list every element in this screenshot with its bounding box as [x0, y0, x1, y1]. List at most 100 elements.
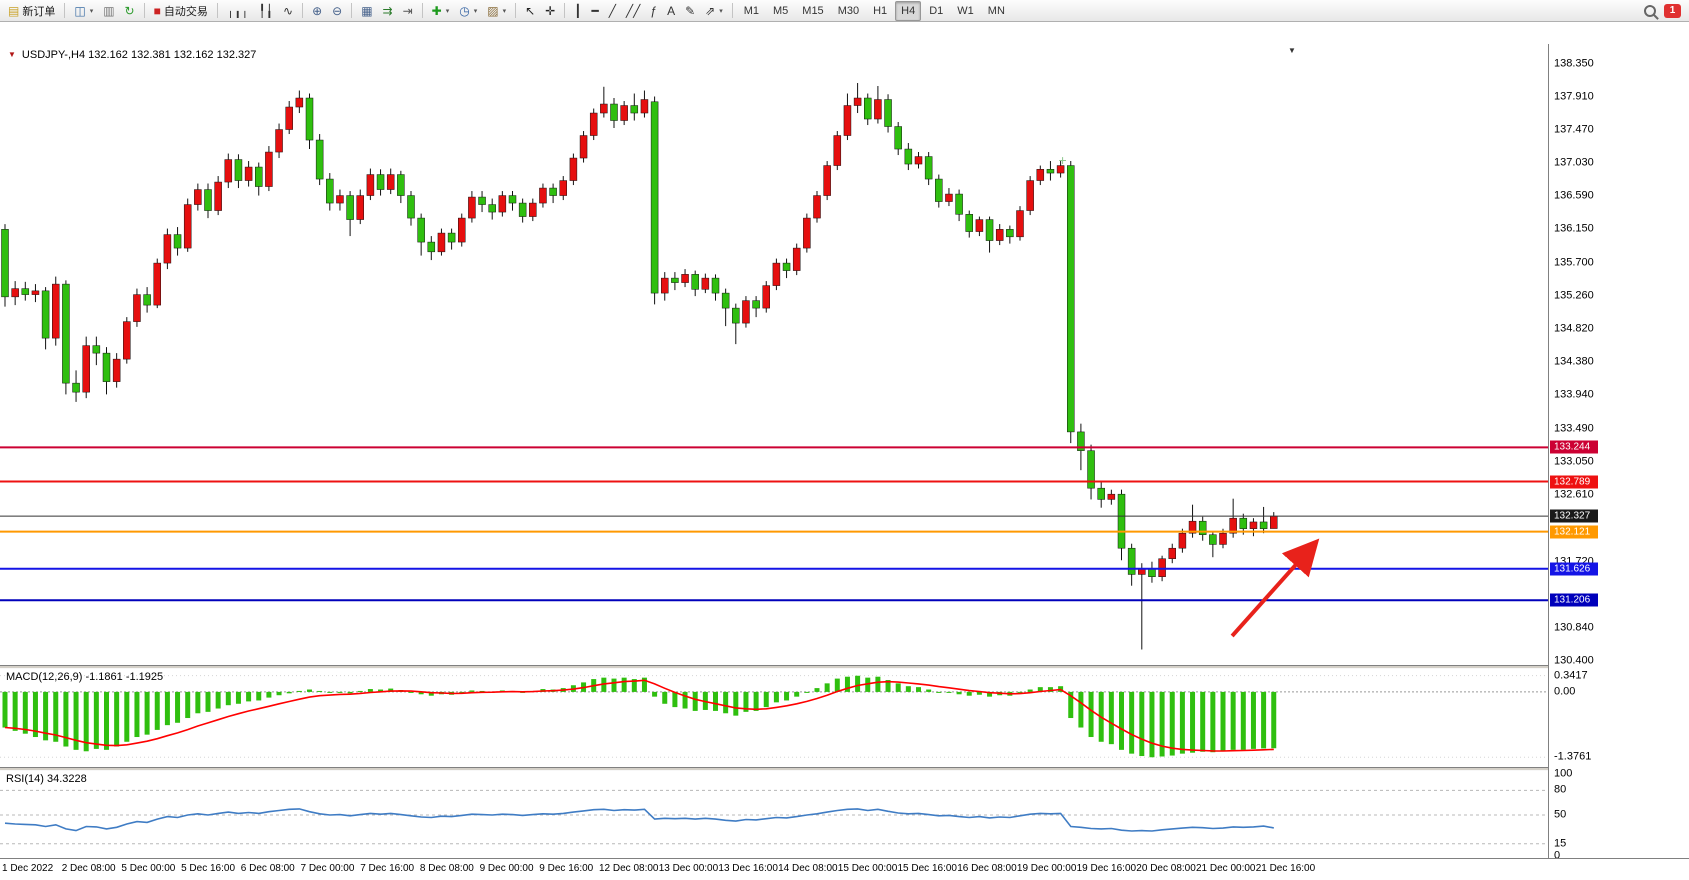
- horizontal-line-button[interactable]: ━: [587, 1, 602, 21]
- new-order-button[interactable]: ▤ 新订单: [4, 1, 59, 21]
- macd-bar: [1088, 691, 1094, 738]
- time-axis-label: 7 Dec 00:00: [300, 863, 355, 874]
- time-axis-label: 9 Dec 16:00: [539, 863, 594, 874]
- macd-bar: [378, 689, 384, 692]
- timeframe-button-m1[interactable]: M1: [743, 4, 759, 17]
- chevron-down-icon: ▾: [502, 7, 507, 15]
- candle: [1087, 450, 1095, 489]
- timeframe-button-m30[interactable]: M30: [837, 4, 860, 17]
- chart-window[interactable]: + ▼ USDJPY-,H4 132.162 132.381 132.162 1…: [0, 22, 1689, 880]
- vertical-line-button[interactable]: ┃: [570, 1, 585, 21]
- candle: [671, 277, 679, 283]
- refresh-button[interactable]: ↻: [121, 1, 139, 21]
- candle: [376, 174, 385, 190]
- periods-button[interactable]: ◷ ▾: [455, 1, 481, 21]
- macd-bar: [2, 691, 8, 728]
- macd-bar: [317, 690, 323, 692]
- bar-chart-button[interactable]: ╷╻╷: [223, 1, 253, 21]
- indicators-button[interactable]: ✚ ▾: [428, 1, 454, 21]
- macd-bar: [114, 691, 120, 747]
- candle: [650, 101, 659, 294]
- candle: [326, 178, 334, 204]
- timeframe-button-mn[interactable]: MN: [987, 4, 1005, 17]
- candle: [255, 166, 263, 187]
- chart-plot: +: [0, 83, 1548, 845]
- candle: [214, 181, 222, 211]
- search-icon[interactable]: [1644, 4, 1656, 17]
- macd-bar: [1250, 691, 1256, 749]
- candle: [752, 300, 760, 309]
- candle: [569, 157, 578, 181]
- profiles-button[interactable]: ▥: [99, 1, 118, 21]
- chart-window-icon: ◫: [74, 3, 86, 18]
- timeframe-button-h1[interactable]: H1: [873, 4, 888, 17]
- trendline-button[interactable]: ╱: [605, 1, 620, 21]
- zoom-in-button[interactable]: ⊕: [308, 1, 326, 21]
- candle: [1067, 165, 1075, 433]
- new-chart-button[interactable]: ◫ ▾: [70, 1, 97, 21]
- timeframe-button-m15[interactable]: M15: [802, 4, 824, 17]
- candle: [732, 307, 740, 324]
- macd-panel-resize-handle[interactable]: [0, 665, 1689, 669]
- candle: [985, 219, 994, 241]
- candle: [478, 196, 486, 205]
- candle: [833, 135, 842, 166]
- macd-bar: [1108, 691, 1114, 745]
- chart-shift-marker-icon[interactable]: ▼: [1288, 46, 1296, 55]
- macd-bar: [418, 691, 424, 695]
- macd-axis-label: 0.00: [1554, 685, 1576, 698]
- timeframe-button-d1[interactable]: D1: [929, 4, 944, 17]
- cursor-button[interactable]: ↖: [521, 1, 539, 21]
- macd-bar: [1037, 687, 1043, 692]
- autotrading-button[interactable]: ■ 自动交易: [150, 1, 212, 21]
- auto-scroll-button[interactable]: ⇉: [379, 1, 397, 21]
- candle: [397, 174, 405, 196]
- candle: [762, 285, 770, 309]
- macd-bar: [1149, 691, 1155, 758]
- timeframe-button-w1[interactable]: W1: [957, 4, 974, 17]
- macd-bar: [855, 675, 861, 692]
- notifications-badge[interactable]: 1: [1664, 3, 1681, 18]
- tile-windows-button[interactable]: ▦: [357, 1, 376, 21]
- time-axis-label: 2 Dec 08:00: [61, 863, 116, 874]
- candle: [874, 99, 882, 120]
- arrow-annotation[interactable]: [1230, 538, 1320, 638]
- macd-bar: [63, 691, 69, 747]
- macd-bar: [976, 691, 982, 695]
- macd-bar: [205, 691, 211, 712]
- macd-bar: [357, 690, 363, 692]
- fibonacci-button[interactable]: ƒ: [646, 1, 661, 21]
- label-button[interactable]: ✎: [681, 1, 699, 21]
- time-axis-label: 9 Dec 00:00: [479, 863, 534, 874]
- candle: [904, 148, 913, 165]
- line-chart-button[interactable]: ∿: [279, 1, 297, 21]
- templates-button[interactable]: ▨ ▾: [483, 1, 510, 21]
- candle: [1016, 210, 1024, 238]
- candle: [102, 352, 111, 382]
- chart-title-row: ▼ USDJPY-,H4 132.162 132.381 132.162 132…: [8, 49, 256, 61]
- price-tick: 135.260: [1554, 289, 1594, 302]
- toolbar-separator: [421, 3, 423, 18]
- shapes-button[interactable]: ⇗ ▾: [701, 1, 727, 21]
- price-tick: 136.150: [1554, 222, 1594, 235]
- price-tick: 137.910: [1554, 90, 1594, 103]
- time-axis-label: 6 Dec 08:00: [240, 863, 295, 874]
- timeframe-button-h4[interactable]: H4: [895, 0, 922, 21]
- candlestick-button[interactable]: ╿╽: [255, 1, 277, 21]
- macd-bar: [1210, 691, 1216, 753]
- macd-bar: [1179, 691, 1185, 754]
- text-button[interactable]: A: [663, 1, 679, 21]
- crosshair-button[interactable]: ✛: [541, 1, 559, 21]
- cross-marker[interactable]: +: [1059, 152, 1067, 168]
- zoom-out-button[interactable]: ⊖: [328, 1, 346, 21]
- one-click-trading-toggle[interactable]: ▼: [8, 50, 16, 59]
- candle: [610, 103, 618, 121]
- chart-shift-button[interactable]: ⇥: [399, 1, 417, 21]
- candle: [1229, 517, 1237, 534]
- price-badge: 132.327: [1550, 509, 1598, 523]
- macd-bar: [723, 691, 729, 714]
- rsi-panel-resize-handle[interactable]: [0, 767, 1689, 771]
- candle: [620, 105, 628, 121]
- timeframe-button-m5[interactable]: M5: [773, 4, 789, 17]
- channel-button[interactable]: ╱╱: [622, 1, 644, 21]
